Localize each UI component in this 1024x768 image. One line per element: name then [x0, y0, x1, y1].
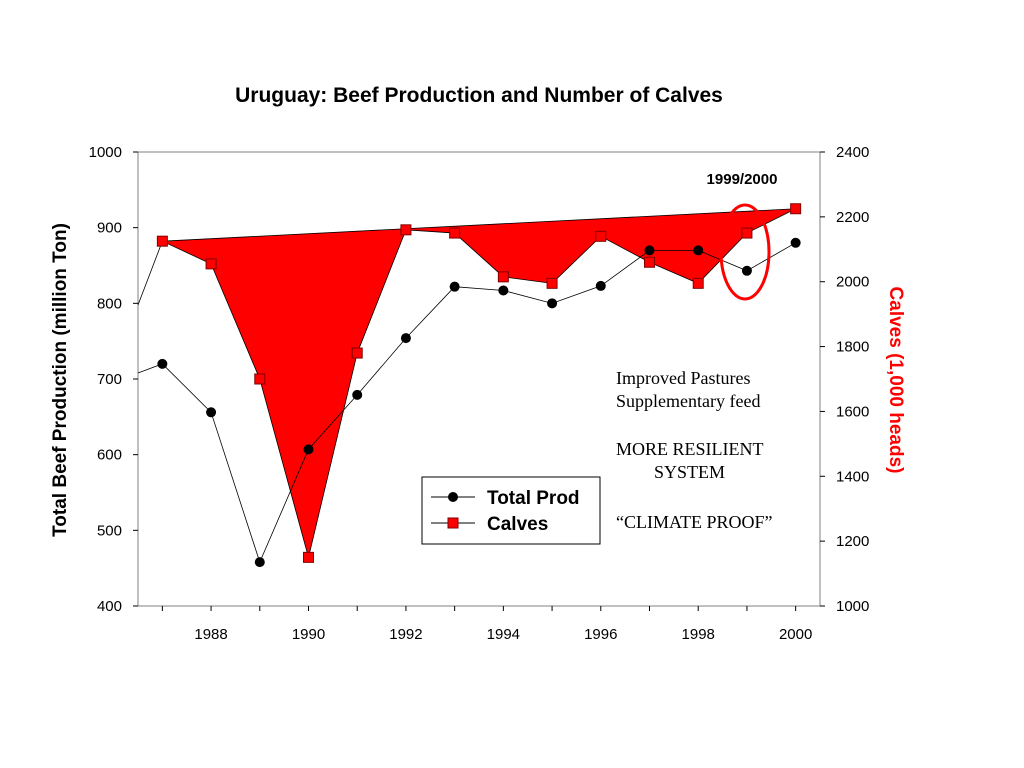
total-prod-point	[644, 245, 655, 256]
annotation-line-3: MORE RESILIENT	[616, 439, 764, 459]
x-tick-label: 1994	[487, 626, 520, 643]
highlight-ring	[719, 203, 771, 301]
axes: 400 500 600 700 800 900 1000 1000 1200 1400 1600 18…	[89, 144, 870, 643]
total-prod-point	[498, 285, 509, 296]
calves-point	[790, 203, 802, 215]
x-tick-label: 1998	[682, 626, 715, 643]
legend-box	[421, 476, 601, 545]
total-prod-point	[303, 444, 314, 455]
total-prod-point	[790, 237, 801, 248]
y2-tick-label: 1200	[836, 533, 869, 550]
chart-title: Uruguay: Beef Production and Number of C…	[235, 84, 723, 107]
calves-point	[156, 235, 168, 247]
calves-point	[692, 277, 704, 289]
y2-tick-label: 1000	[836, 598, 869, 615]
annotation-line-1: Improved Pastures	[616, 368, 750, 388]
total-prod-point	[352, 389, 363, 400]
y2-tick-label: 1800	[836, 339, 869, 356]
calves-point	[254, 373, 266, 385]
y-tick-label: 600	[97, 447, 122, 464]
total-prod-point	[206, 407, 217, 418]
y-tick-label: 1000	[89, 144, 122, 161]
total-prod-point	[254, 557, 265, 568]
y-tick-label: 900	[97, 220, 122, 237]
calves-point	[546, 277, 558, 289]
y-tick-label: 500	[97, 522, 122, 539]
calves-point	[595, 230, 607, 242]
x-tick-label: 1992	[389, 626, 422, 643]
y2-axis-label: Calves (1,000 heads)	[885, 287, 906, 474]
calves-point	[449, 227, 461, 239]
total-prod-point	[595, 280, 606, 291]
annotation-line-4: SYSTEM	[654, 462, 725, 482]
y2-tick-label: 1400	[836, 468, 869, 485]
series-markers	[156, 203, 802, 568]
y-tick-label: 800	[97, 295, 122, 312]
calves-point	[741, 227, 753, 239]
x-tick-label: 1996	[584, 626, 617, 643]
y-tick-label: 700	[97, 371, 122, 388]
total-prod-point	[741, 265, 752, 276]
x-tick-label: 2000	[779, 626, 812, 643]
y2-tick-label: 2200	[836, 209, 869, 226]
y-axis-label: Total Beef Production (million Ton)	[50, 223, 71, 537]
total-prod-point	[693, 245, 704, 256]
calves-point	[644, 256, 655, 268]
calves-point	[351, 347, 363, 359]
legend: Total Prod Calves	[421, 476, 601, 545]
total-prod-point	[547, 298, 558, 309]
calves-point	[205, 258, 217, 270]
y2-tick-label: 2000	[836, 274, 869, 291]
calves-point	[303, 551, 314, 563]
total-prod-point	[400, 333, 411, 344]
total-prod-point	[157, 358, 168, 369]
legend-label-calves: Calves	[487, 514, 548, 535]
y-tick-label: 400	[97, 598, 122, 615]
calves-point	[400, 224, 412, 236]
y2-tick-label: 1600	[836, 403, 869, 420]
x-tick-label: 1990	[292, 626, 325, 643]
total-prod-point	[449, 281, 460, 292]
legend-label-total-prod: Total Prod	[487, 488, 580, 509]
y2-tick-label: 2400	[836, 144, 869, 161]
highlight-label: 1999/2000	[707, 171, 778, 188]
calves-lead-in-line	[137, 241, 163, 306]
legend-marker-calves	[447, 517, 459, 529]
x-tick-label: 1988	[194, 626, 227, 643]
legend-marker-total-prod	[448, 492, 458, 502]
annotation-line-5: “CLIMATE PROOF”	[616, 512, 773, 532]
calves-point	[497, 271, 509, 283]
annotation-line-2: Supplementary feed	[616, 391, 760, 411]
